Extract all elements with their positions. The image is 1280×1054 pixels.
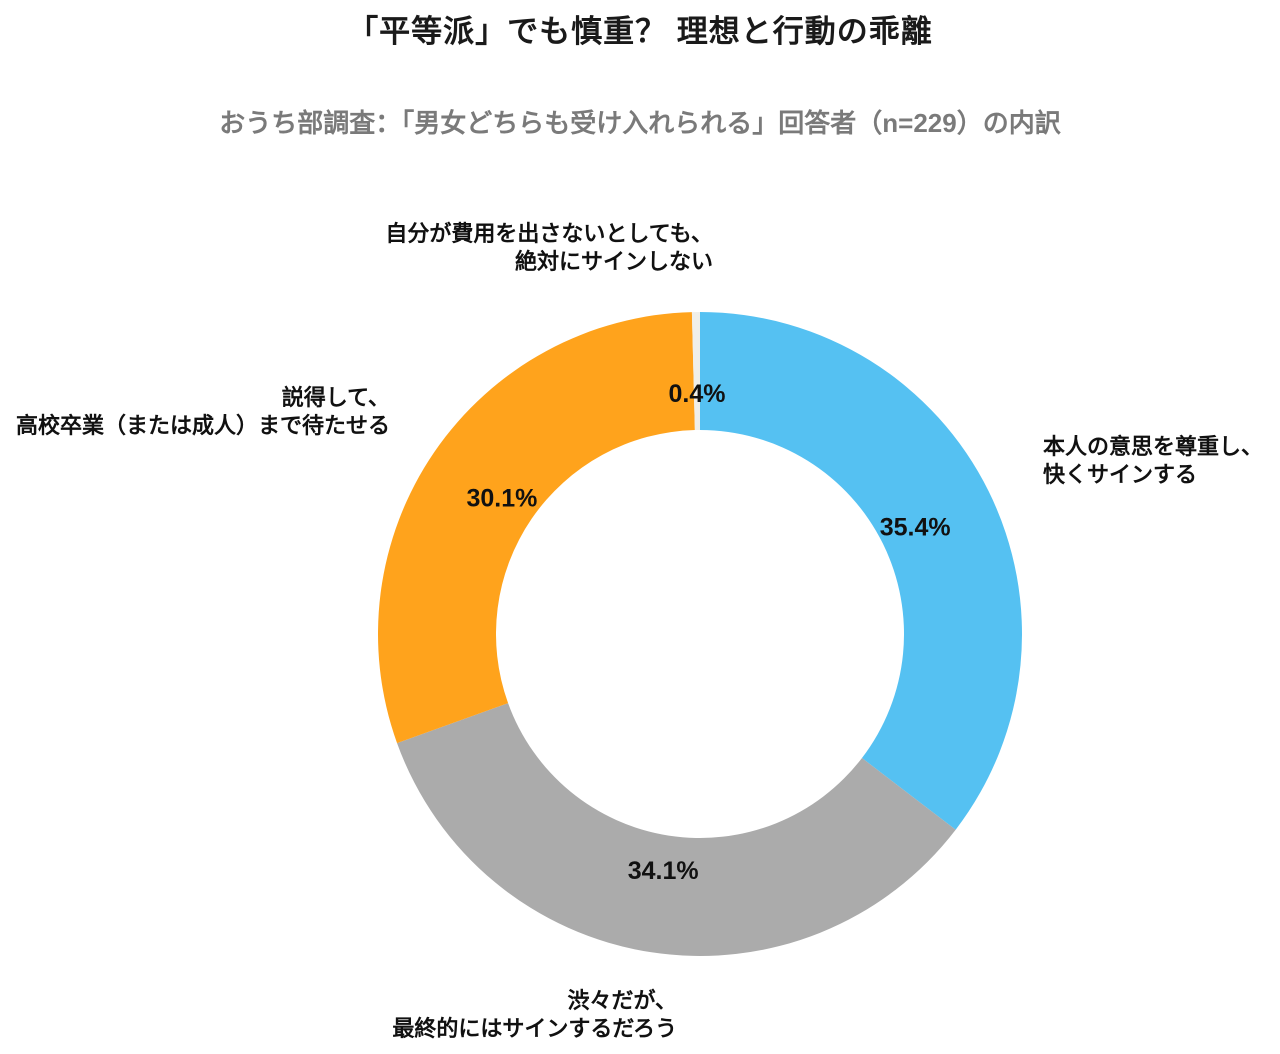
donut-slice-reluctant-sign — [397, 703, 956, 956]
slice-percent-willing-sign: 35.4% — [880, 514, 951, 542]
chart-title: 「平等派」でも慎重？ 理想と行動の乖離 — [347, 14, 933, 49]
donut-slice-willing-sign — [700, 312, 1022, 830]
chart-subtitle: おうち部調査：「男女どちらも受け入れられる」回答者（n=229）の内訳 — [219, 108, 1061, 138]
slice-label-reluctant-sign: 渋々だが、 最終的にはサインするだろう — [392, 988, 677, 1041]
slice-label-never-sign: 自分が費用を出さないとしても、 絶対にサインしない — [385, 221, 713, 274]
slice-percent-reluctant-sign: 34.1% — [628, 857, 699, 885]
slice-percent-persuade-wait: 30.1% — [466, 485, 537, 513]
slice-percent-never-sign: 0.4% — [669, 380, 726, 408]
slice-label-persuade-wait: 説得して、 高校卒業（または成人）まで待たせる — [15, 385, 390, 438]
donut-slice-never-sign — [691, 312, 700, 431]
donut-slice-persuade-wait — [378, 312, 695, 744]
slice-label-willing-sign: 本人の意思を尊重し、 快くサインする — [1043, 434, 1264, 487]
